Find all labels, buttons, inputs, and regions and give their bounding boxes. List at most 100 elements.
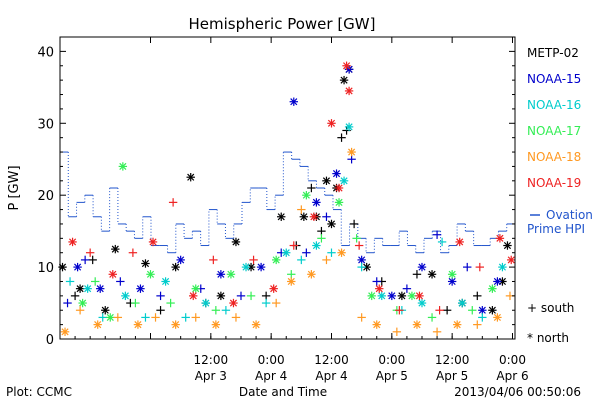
data-point bbox=[287, 270, 296, 279]
data-point bbox=[387, 291, 397, 301]
data-point bbox=[75, 306, 85, 315]
chart-title: Hemispheric Power [GW] bbox=[189, 15, 376, 33]
x-tick-label: 12:00 bbox=[435, 353, 470, 367]
x-tick-sublabel: Apr 4 bbox=[255, 369, 287, 383]
data-point bbox=[455, 237, 464, 247]
data-point bbox=[347, 155, 356, 164]
data-point bbox=[88, 255, 97, 265]
data-point bbox=[354, 241, 364, 250]
data-point bbox=[211, 320, 221, 329]
data-point bbox=[493, 313, 502, 322]
x-tick-label: 0:00 bbox=[378, 353, 405, 367]
plot-credit: Plot: CCMC bbox=[6, 385, 72, 399]
data-point bbox=[475, 262, 485, 272]
data-point bbox=[435, 306, 444, 315]
data-point bbox=[161, 277, 170, 286]
data-point bbox=[302, 248, 311, 257]
data-point bbox=[357, 255, 366, 265]
data-point bbox=[327, 119, 336, 128]
data-point bbox=[78, 298, 87, 308]
data-point bbox=[468, 306, 477, 315]
legend-entry: NOAA-18 bbox=[527, 150, 581, 164]
data-point bbox=[437, 237, 447, 247]
timestamp: 2013/04/06 00:50:06 bbox=[454, 385, 581, 399]
data-point bbox=[488, 306, 497, 315]
data-point bbox=[256, 262, 266, 272]
data-point bbox=[432, 327, 442, 337]
data-point bbox=[297, 205, 306, 214]
series-legend: METP-02 NOAA-15 NOAA-16 NOAA-17 NOAA-18 NOAA-… bbox=[527, 46, 581, 190]
data-point bbox=[216, 291, 226, 301]
data-point bbox=[458, 298, 467, 308]
data-point bbox=[289, 241, 298, 250]
data-point bbox=[357, 313, 366, 322]
y-tick-label: 0 bbox=[46, 333, 54, 348]
data-point bbox=[98, 313, 107, 322]
data-point bbox=[417, 298, 427, 308]
x-tick-label: 0:00 bbox=[499, 353, 526, 367]
symbol-legend-entry: * north bbox=[527, 331, 569, 345]
data-point bbox=[226, 270, 236, 279]
data-point bbox=[221, 306, 231, 315]
data-point bbox=[181, 313, 190, 322]
data-point bbox=[447, 277, 457, 286]
data-point bbox=[271, 298, 281, 308]
data-point bbox=[299, 212, 309, 221]
data-point bbox=[417, 262, 427, 272]
data-point bbox=[108, 270, 117, 279]
data-point bbox=[63, 298, 72, 308]
data-point bbox=[271, 255, 281, 265]
data-point bbox=[297, 255, 306, 265]
data-point bbox=[116, 277, 125, 286]
data-point bbox=[463, 262, 472, 272]
x-axis-title: Date and Time bbox=[239, 385, 327, 399]
data-point bbox=[121, 291, 130, 301]
data-point bbox=[372, 277, 381, 286]
data-point bbox=[141, 313, 150, 322]
y-tick-label: 20 bbox=[37, 189, 54, 204]
data-point bbox=[251, 320, 261, 329]
data-point bbox=[337, 248, 346, 257]
y-axis: 0 10 20 30 40 bbox=[37, 45, 515, 348]
x-tick-label: 12:00 bbox=[314, 353, 349, 367]
data-point bbox=[452, 320, 462, 329]
data-point bbox=[322, 255, 331, 265]
data-point bbox=[317, 234, 326, 243]
data-point bbox=[68, 237, 77, 247]
data-point bbox=[146, 270, 155, 279]
x-tick-label: 12:00 bbox=[194, 353, 229, 367]
data-point bbox=[337, 133, 346, 142]
x-tick-sublabel: Apr 5 bbox=[436, 369, 468, 383]
data-point bbox=[106, 313, 115, 322]
data-point bbox=[186, 173, 195, 182]
data-point bbox=[395, 306, 404, 315]
data-point bbox=[375, 284, 384, 293]
y-tick-label: 10 bbox=[37, 261, 54, 276]
data-point bbox=[334, 183, 344, 193]
y-tick-label: 30 bbox=[37, 117, 54, 132]
data-point bbox=[322, 176, 331, 186]
data-point bbox=[507, 255, 516, 265]
x-tick-sublabel: Apr 4 bbox=[315, 369, 347, 383]
data-point bbox=[397, 291, 407, 301]
data-point bbox=[312, 241, 321, 250]
data-point bbox=[191, 284, 200, 293]
data-point bbox=[309, 212, 319, 221]
data-point bbox=[442, 306, 452, 315]
data-point bbox=[189, 291, 198, 301]
data-point bbox=[151, 313, 160, 322]
data-point bbox=[344, 122, 354, 132]
data-point bbox=[73, 262, 82, 272]
data-point bbox=[261, 291, 271, 301]
data-point bbox=[503, 241, 512, 250]
x-tick-label: 0:00 bbox=[258, 353, 285, 367]
data-point bbox=[339, 176, 349, 186]
data-point bbox=[141, 259, 150, 268]
data-point bbox=[327, 219, 336, 229]
ovation-legend-label-line2: Prime HPI bbox=[527, 222, 585, 236]
data-point bbox=[307, 270, 316, 279]
data-point bbox=[347, 147, 356, 157]
data-point bbox=[90, 277, 100, 286]
legend-entry: NOAA-15 bbox=[527, 72, 581, 86]
